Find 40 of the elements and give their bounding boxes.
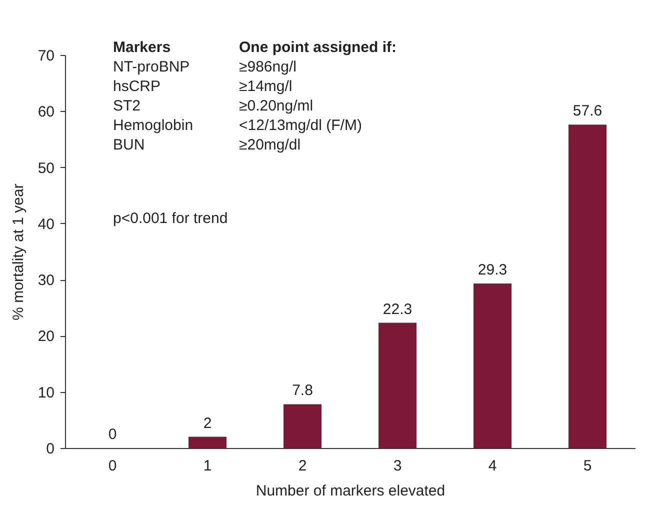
data-label: 0 [108,426,117,443]
data-label: 2 [203,414,212,432]
x-axis-title: Number of markers elevated [256,482,446,500]
x-tick-label: 4 [488,458,497,474]
annotation: ≥986ng/l [239,58,296,76]
annotation: Hemoglobin [113,117,194,134]
bar [474,284,512,448]
x-tick-label: 3 [393,458,402,474]
annotation: Markers [113,39,171,56]
data-label: 57.6 [572,102,602,120]
data-label: 29.3 [478,262,508,278]
x-tick-label: 2 [298,458,307,474]
annotation: ST2 [113,98,141,114]
annotation: ≥20mg/dl [239,136,301,154]
x-tick-label: 0 [108,458,117,474]
y-tick-label: 0 [46,440,54,458]
y-tick-label: 20 [38,328,54,346]
annotation: ≥14mg/l [239,78,292,95]
annotation: hsCRP [113,78,161,95]
y-tick-label: 40 [38,216,54,233]
y-axis-title: % mortality at 1 year [10,184,27,320]
x-tick-label: 1 [203,458,212,474]
y-tick-label: 70 [38,48,54,64]
y-tick-label: 10 [38,384,54,402]
bar [378,322,416,448]
annotation: One point assigned if: [239,39,397,56]
bar [188,436,226,448]
annotation: BUN [113,136,145,154]
annotation: NT-proBNP [113,58,190,76]
y-tick-label: 50 [38,160,54,177]
y-tick-label: 30 [38,272,54,290]
annotation: ≥0.20ng/ml [239,98,314,114]
annotation: <12/13mg/dl (F/M) [239,117,362,134]
data-label: 7.8 [292,382,313,400]
annotation: p<0.001 for trend [113,210,228,227]
bar [568,124,606,448]
y-tick-label: 60 [38,104,54,121]
x-tick-label: 5 [583,458,592,474]
data-label: 22.3 [382,300,412,318]
bar [284,404,322,448]
